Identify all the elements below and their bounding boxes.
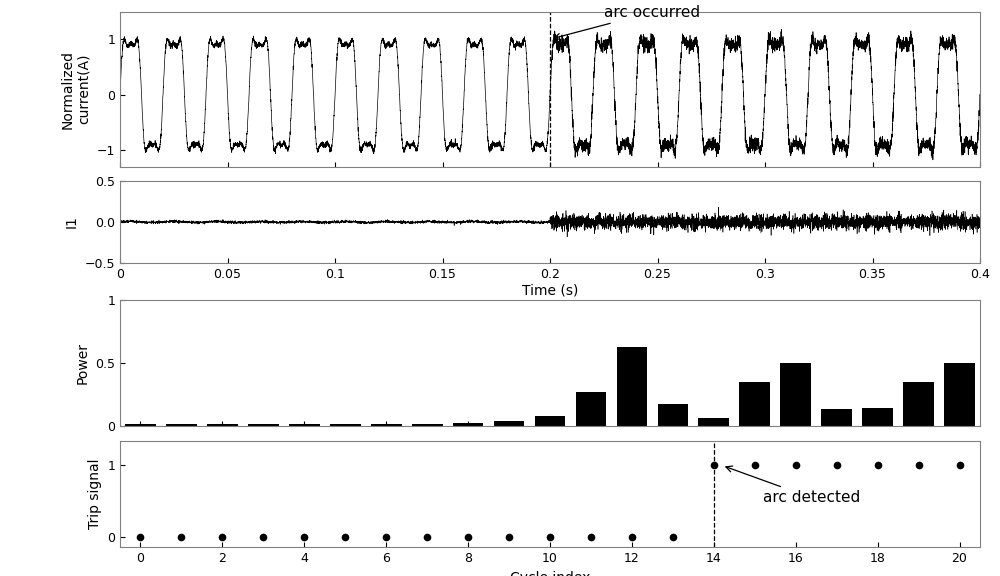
- X-axis label: Cycle index: Cycle index: [510, 571, 590, 576]
- Y-axis label: I1: I1: [65, 215, 79, 229]
- Bar: [944, 363, 975, 426]
- Bar: [453, 423, 483, 426]
- Bar: [166, 424, 197, 426]
- Bar: [862, 407, 893, 426]
- Y-axis label: Normalized
current(A): Normalized current(A): [61, 50, 91, 128]
- Y-axis label: Power: Power: [76, 342, 90, 384]
- Bar: [658, 404, 688, 426]
- Bar: [412, 424, 442, 426]
- Bar: [903, 382, 934, 426]
- Bar: [739, 382, 770, 426]
- Text: arc detected: arc detected: [726, 466, 860, 505]
- X-axis label: Time (s): Time (s): [522, 284, 578, 298]
- Bar: [821, 409, 852, 426]
- Bar: [248, 424, 279, 426]
- Bar: [617, 347, 647, 426]
- Text: arc occurred: arc occurred: [554, 5, 700, 40]
- Bar: [535, 416, 565, 426]
- Bar: [494, 422, 524, 426]
- Bar: [698, 418, 729, 426]
- Bar: [207, 424, 238, 426]
- Bar: [125, 424, 156, 426]
- Bar: [371, 424, 402, 426]
- Bar: [576, 392, 606, 426]
- Bar: [780, 363, 811, 426]
- Bar: [289, 424, 320, 426]
- Y-axis label: Trip signal: Trip signal: [88, 458, 102, 529]
- Bar: [330, 424, 361, 426]
